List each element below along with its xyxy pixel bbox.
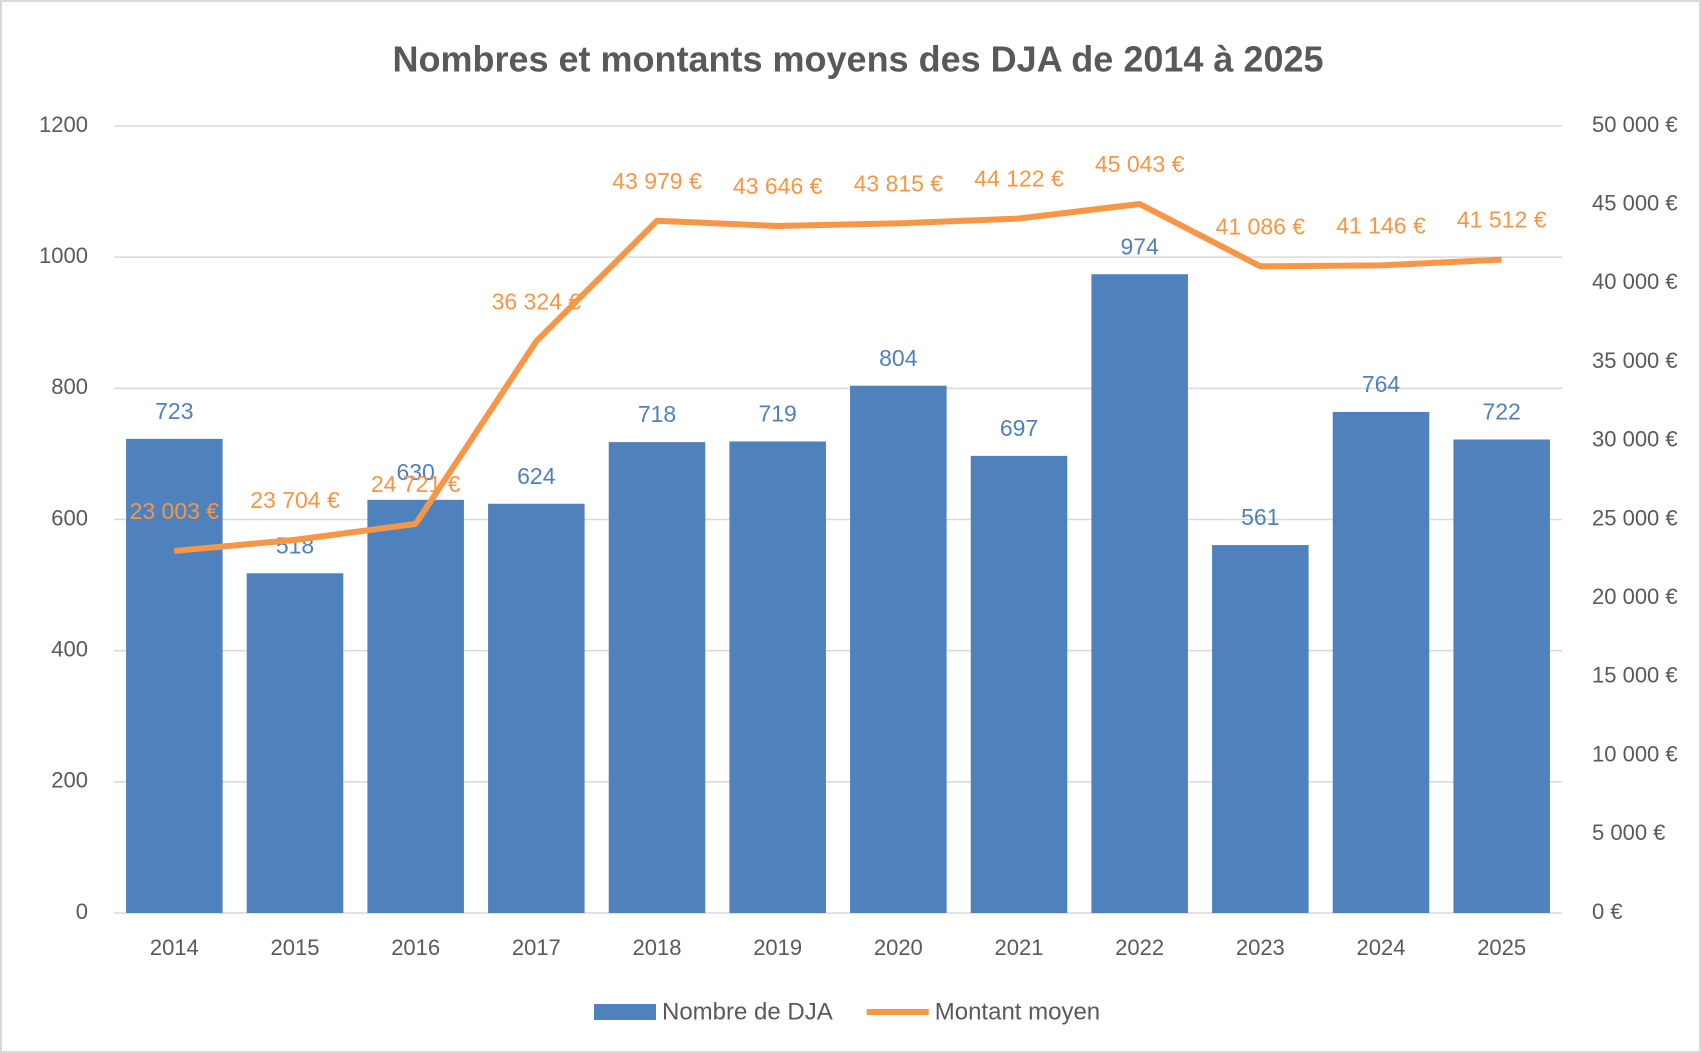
line-value-label: 23 704 € [250,487,340,513]
bar-value-label: 719 [758,401,796,427]
x-tick-label: 2022 [1115,935,1164,960]
line-value-label: 24 721 € [371,471,461,497]
bar-value-label: 723 [155,398,193,424]
x-tick-label: 2024 [1357,935,1406,960]
legend-swatch [594,1004,656,1020]
y-tick-label: 800 [51,374,88,399]
line-value-label: 36 324 € [492,288,582,314]
bar-value-label: 722 [1482,399,1520,425]
x-tick-label: 2019 [753,935,802,960]
chart-title: Nombres et montants moyens des DJA de 20… [392,39,1323,80]
line-value-label: 43 646 € [733,173,823,199]
bar-value-label: 718 [638,401,676,427]
x-tick-label: 2021 [995,935,1044,960]
bar [1212,545,1309,913]
y-tick-label: 1200 [39,112,88,137]
bar-value-label: 624 [517,463,556,489]
x-tick-label: 2020 [874,935,923,960]
y2-tick-label: 30 000 € [1592,427,1678,452]
y2-tick-label: 25 000 € [1592,505,1678,530]
x-tick-label: 2015 [271,935,320,960]
x-tick-label: 2014 [150,935,199,960]
bar-value-label: 561 [1241,504,1279,530]
y2-tick-label: 35 000 € [1592,348,1678,373]
line-value-label: 23 003 € [130,498,220,524]
legend-label: Nombre de DJA [662,998,833,1025]
y-tick-label: 1000 [39,243,88,268]
y2-tick-label: 50 000 € [1592,112,1678,137]
y2-tick-label: 20 000 € [1592,584,1678,609]
y-tick-label: 0 [76,899,88,924]
bar-value-label: 974 [1120,233,1159,259]
bar-value-label: 764 [1362,371,1401,397]
bar [126,438,223,913]
x-tick-label: 2017 [512,935,561,960]
line-value-label: 43 815 € [854,170,944,196]
bar [488,503,585,913]
line-value-label: 44 122 € [974,166,1064,192]
bar-value-label: 630 [396,459,434,485]
y-tick-label: 400 [51,636,88,661]
y2-tick-label: 45 000 € [1592,191,1678,216]
y2-tick-label: 0 € [1592,899,1623,924]
y2-tick-label: 5 000 € [1592,820,1665,845]
bar [970,455,1068,913]
bar [1453,439,1550,913]
bar [1332,411,1430,913]
x-tick-label: 2018 [633,935,682,960]
bar [729,441,826,913]
line [174,201,1502,554]
legend-label: Montant moyen [935,998,1100,1025]
bar-value-label: 804 [879,345,918,371]
y2-tick-label: 40 000 € [1592,269,1678,294]
y-tick-label: 600 [51,505,88,530]
line-value-label: 41 146 € [1336,212,1426,238]
x-tick-label: 2016 [391,935,440,960]
x-tick-label: 2023 [1236,935,1285,960]
line-value-label: 43 979 € [612,168,702,194]
bar [1091,274,1188,913]
line-value-label: 41 512 € [1457,207,1547,233]
bar [608,442,706,913]
bar [246,573,344,913]
bar-value-label: 697 [1000,415,1038,441]
line-value-label: 41 086 € [1216,213,1306,239]
bar [850,385,947,914]
y2-tick-label: 15 000 € [1592,663,1678,688]
line-value-label: 45 043 € [1095,151,1185,177]
x-tick-label: 2025 [1477,935,1526,960]
bar [367,499,464,913]
y-tick-label: 200 [51,768,88,793]
y2-tick-label: 10 000 € [1592,741,1678,766]
